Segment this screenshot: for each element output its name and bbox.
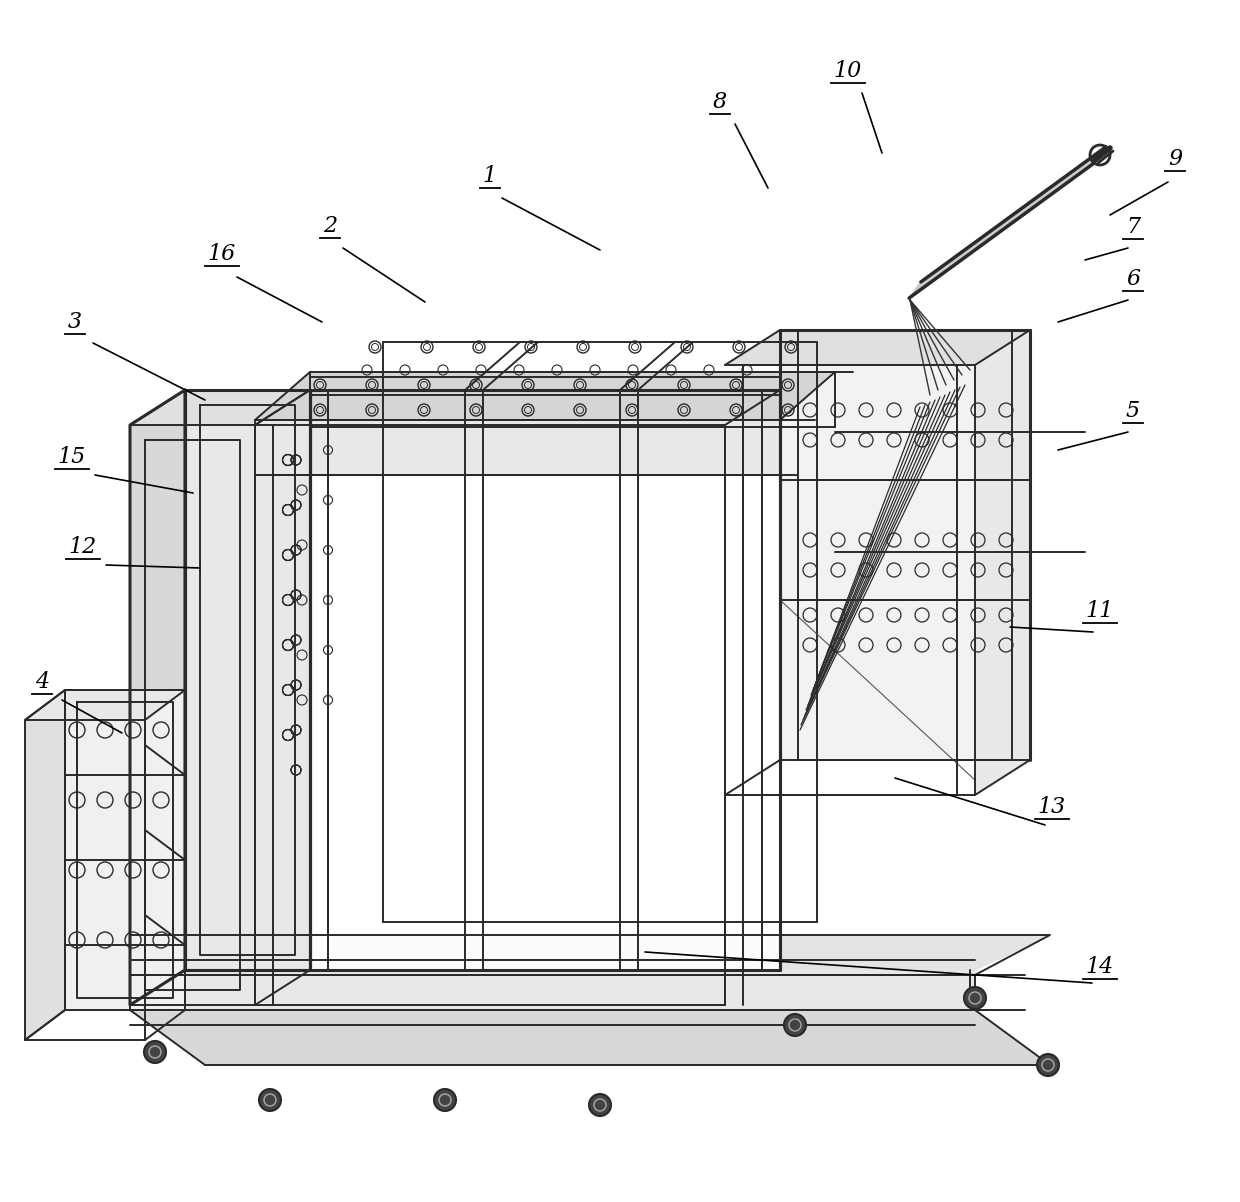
- Polygon shape: [780, 331, 1030, 365]
- Text: 11: 11: [1086, 600, 1114, 621]
- Polygon shape: [130, 970, 975, 1010]
- Circle shape: [259, 1089, 281, 1111]
- Polygon shape: [130, 935, 1050, 970]
- Polygon shape: [64, 690, 185, 1010]
- Polygon shape: [130, 389, 185, 1005]
- Text: 3: 3: [68, 311, 82, 333]
- Text: 4: 4: [35, 671, 50, 694]
- Text: 14: 14: [1086, 956, 1114, 978]
- Polygon shape: [130, 1010, 1050, 1065]
- Polygon shape: [25, 690, 185, 720]
- Circle shape: [784, 1014, 806, 1036]
- Circle shape: [1037, 1054, 1059, 1076]
- Polygon shape: [310, 389, 780, 970]
- Text: 1: 1: [482, 165, 497, 188]
- Circle shape: [144, 1041, 166, 1063]
- Text: 12: 12: [69, 536, 97, 558]
- Polygon shape: [130, 389, 310, 426]
- Circle shape: [434, 1089, 456, 1111]
- Text: 6: 6: [1126, 268, 1140, 290]
- Polygon shape: [255, 371, 835, 419]
- Circle shape: [589, 1094, 611, 1115]
- Polygon shape: [909, 147, 1106, 298]
- Text: 10: 10: [833, 60, 862, 82]
- Text: 8: 8: [713, 91, 727, 113]
- Polygon shape: [780, 331, 1030, 760]
- Polygon shape: [975, 331, 1030, 795]
- Text: 13: 13: [1038, 796, 1066, 819]
- Text: 16: 16: [208, 243, 236, 264]
- Text: 7: 7: [1126, 216, 1140, 238]
- Text: 2: 2: [322, 215, 337, 237]
- Text: 15: 15: [58, 446, 86, 468]
- Polygon shape: [255, 389, 780, 426]
- Text: 9: 9: [1168, 148, 1182, 169]
- Polygon shape: [725, 331, 1030, 365]
- Polygon shape: [185, 389, 310, 970]
- Circle shape: [963, 987, 986, 1008]
- Text: 5: 5: [1126, 400, 1140, 422]
- Polygon shape: [25, 690, 64, 1040]
- Polygon shape: [255, 419, 780, 475]
